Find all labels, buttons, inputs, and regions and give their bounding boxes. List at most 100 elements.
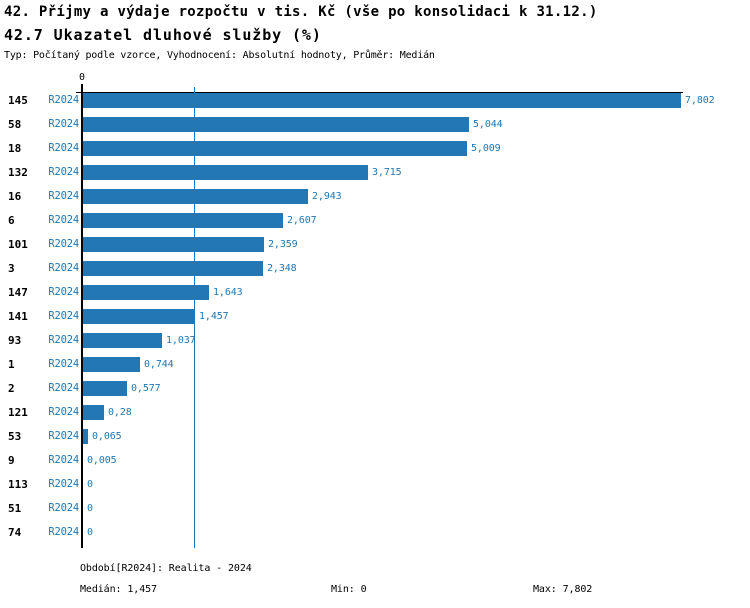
bar — [83, 237, 264, 252]
chart-title: 42. Příjmy a výdaje rozpočtu v tis. Kč (… — [4, 4, 598, 20]
series-label: R2024 — [48, 358, 79, 370]
chart-row: 6 R2024 2,607 — [0, 212, 750, 236]
category-label: 51 — [8, 502, 22, 515]
category-label: 145 — [8, 94, 28, 107]
bar — [83, 381, 127, 396]
series-label: R2024 — [48, 238, 79, 250]
chart-row: 132 R2024 3,715 — [0, 164, 750, 188]
value-label: 2,607 — [287, 215, 317, 226]
category-label: 58 — [8, 118, 22, 131]
chart-row: 1 R2024 0,744 — [0, 356, 750, 380]
value-label: 0,577 — [131, 383, 161, 394]
category-label: 147 — [8, 286, 28, 299]
value-label: 0,744 — [144, 359, 174, 370]
bar — [83, 309, 195, 324]
series-label: R2024 — [48, 478, 79, 490]
series-label: R2024 — [48, 382, 79, 394]
chart-row: 3 R2024 2,348 — [0, 260, 750, 284]
footer-min-stat: Min: 0 — [331, 584, 367, 595]
category-label: 132 — [8, 166, 28, 179]
footer-median-stat: Medián: 1,457 — [80, 584, 157, 595]
chart-row: 121 R2024 0,28 — [0, 404, 750, 428]
series-label: R2024 — [48, 454, 79, 466]
chart-row: 51 R2024 0 — [0, 500, 750, 524]
bar — [83, 333, 162, 348]
category-label: 141 — [8, 310, 28, 323]
category-label: 16 — [8, 190, 22, 203]
chart-row: 147 R2024 1,643 — [0, 284, 750, 308]
chart-row: 113 R2024 0 — [0, 476, 750, 500]
value-label: 5,044 — [473, 119, 503, 130]
footer-period-label: Období[R2024]: Realita - 2024 — [80, 563, 252, 574]
value-label: 5,009 — [471, 143, 501, 154]
series-label: R2024 — [48, 262, 79, 274]
series-label: R2024 — [48, 214, 79, 226]
value-label: 0 — [87, 503, 93, 514]
series-label: R2024 — [48, 406, 79, 418]
value-label: 1,037 — [166, 335, 196, 346]
category-label: 113 — [8, 478, 28, 491]
value-label: 0 — [87, 479, 93, 490]
bar — [83, 93, 681, 108]
value-label: 2,348 — [267, 263, 297, 274]
value-label: 2,359 — [268, 239, 298, 250]
chart-row: 101 R2024 2,359 — [0, 236, 750, 260]
series-label: R2024 — [48, 310, 79, 322]
bar — [83, 261, 263, 276]
value-label: 0,28 — [108, 407, 132, 418]
category-label: 9 — [8, 454, 15, 467]
category-label: 74 — [8, 526, 22, 539]
category-label: 53 — [8, 430, 22, 443]
category-label: 6 — [8, 214, 15, 227]
category-label: 1 — [8, 358, 15, 371]
chart-subtitle: 42.7 Ukazatel dluhové služby (%) — [4, 26, 322, 44]
chart-row: 53 R2024 0,065 — [0, 428, 750, 452]
series-label: R2024 — [48, 526, 79, 538]
bar — [83, 213, 283, 228]
bar — [83, 165, 368, 180]
category-label: 2 — [8, 382, 15, 395]
chart-row: 9 R2024 0,005 — [0, 452, 750, 476]
chart-row: 58 R2024 5,044 — [0, 116, 750, 140]
category-label: 93 — [8, 334, 22, 347]
category-label: 121 — [8, 406, 28, 419]
value-label: 0 — [87, 527, 93, 538]
series-label: R2024 — [48, 94, 79, 106]
value-label: 7,802 — [685, 95, 715, 106]
bar — [83, 141, 467, 156]
series-label: R2024 — [48, 334, 79, 346]
footer-max-stat: Max: 7,802 — [533, 584, 593, 595]
chart-row: 145 R2024 7,802 — [0, 92, 750, 116]
bar — [83, 405, 104, 420]
value-label: 1,457 — [199, 311, 229, 322]
chart-row: 74 R2024 0 — [0, 524, 750, 548]
series-label: R2024 — [48, 166, 79, 178]
bar — [83, 285, 209, 300]
chart-meta-info: Typ: Počítaný podle vzorce, Vyhodnocení:… — [4, 50, 435, 61]
chart-row: 93 R2024 1,037 — [0, 332, 750, 356]
chart-row: 18 R2024 5,009 — [0, 140, 750, 164]
bar — [83, 189, 308, 204]
category-label: 101 — [8, 238, 28, 251]
chart-row: 141 R2024 1,457 — [0, 308, 750, 332]
category-label: 3 — [8, 262, 15, 275]
top-axis-spine — [76, 92, 683, 93]
x-axis-zero-tick-label: 0 — [78, 72, 86, 83]
series-label: R2024 — [48, 118, 79, 130]
bar — [83, 429, 88, 444]
chart-row: 2 R2024 0,577 — [0, 380, 750, 404]
value-label: 0,065 — [92, 431, 122, 442]
value-label: 2,943 — [312, 191, 342, 202]
value-label: 0,005 — [87, 455, 117, 466]
chart-row: 16 R2024 2,943 — [0, 188, 750, 212]
value-label: 3,715 — [372, 167, 402, 178]
y-axis-line — [81, 84, 83, 548]
series-label: R2024 — [48, 502, 79, 514]
bar — [83, 117, 469, 132]
bar — [83, 357, 140, 372]
series-label: R2024 — [48, 190, 79, 202]
series-label: R2024 — [48, 430, 79, 442]
series-label: R2024 — [48, 286, 79, 298]
